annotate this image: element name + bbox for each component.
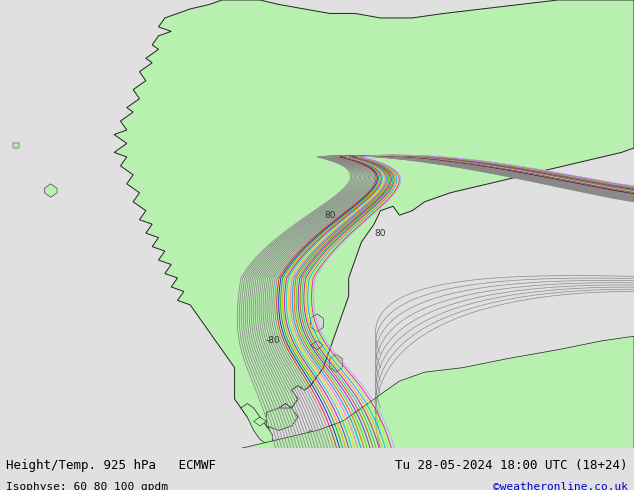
Polygon shape — [13, 144, 19, 148]
Text: Isophyse: 60 80 100 gpdm: Isophyse: 60 80 100 gpdm — [6, 482, 169, 490]
Polygon shape — [254, 417, 266, 426]
Polygon shape — [266, 408, 298, 430]
Polygon shape — [44, 184, 57, 197]
Text: -80: -80 — [265, 336, 280, 345]
Polygon shape — [241, 404, 273, 444]
Text: ©weatheronline.co.uk: ©weatheronline.co.uk — [493, 482, 628, 490]
Polygon shape — [114, 0, 634, 430]
Polygon shape — [311, 314, 323, 332]
Text: Tu 28-05-2024 18:00 UTC (18+24): Tu 28-05-2024 18:00 UTC (18+24) — [395, 459, 628, 472]
Polygon shape — [311, 341, 323, 350]
Polygon shape — [304, 430, 317, 440]
Text: Height/Temp. 925 hPa   ECMWF: Height/Temp. 925 hPa ECMWF — [6, 459, 216, 472]
Polygon shape — [330, 354, 342, 372]
Text: 80: 80 — [375, 229, 386, 238]
Text: 80: 80 — [324, 211, 335, 220]
Polygon shape — [241, 336, 634, 448]
